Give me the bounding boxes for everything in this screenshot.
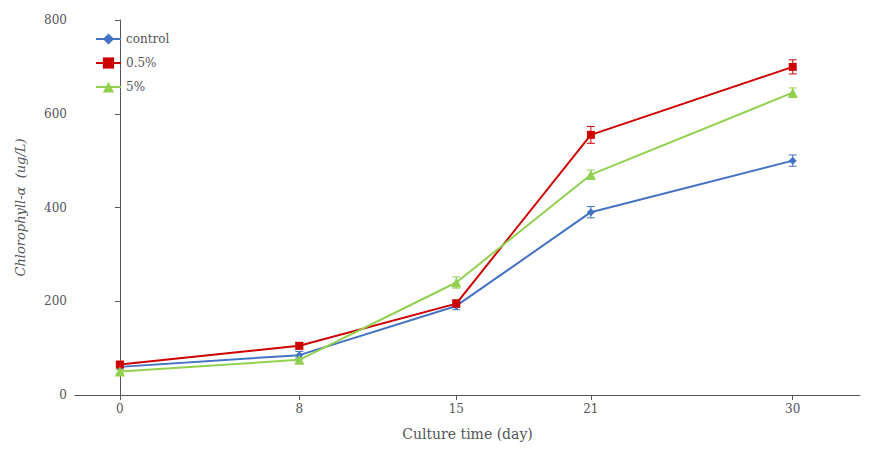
svg-text:5%: 5% xyxy=(126,80,145,94)
svg-text:Culture time (day): Culture time (day) xyxy=(402,426,533,442)
svg-text:200: 200 xyxy=(44,294,67,308)
svg-text:15: 15 xyxy=(449,402,464,416)
svg-text:0.5%: 0.5% xyxy=(126,56,157,70)
svg-text:21: 21 xyxy=(583,402,598,416)
svg-text:800: 800 xyxy=(44,13,67,27)
svg-text:400: 400 xyxy=(44,201,67,215)
svg-text:30: 30 xyxy=(785,402,800,416)
svg-text:600: 600 xyxy=(44,107,67,121)
svg-text:0: 0 xyxy=(59,388,67,402)
svg-text:8: 8 xyxy=(295,402,303,416)
svg-text:0: 0 xyxy=(116,402,124,416)
svg-text:Chlorophyll-α (ug/L): Chlorophyll-α (ug/L) xyxy=(13,139,28,277)
svg-text:control: control xyxy=(126,32,169,46)
